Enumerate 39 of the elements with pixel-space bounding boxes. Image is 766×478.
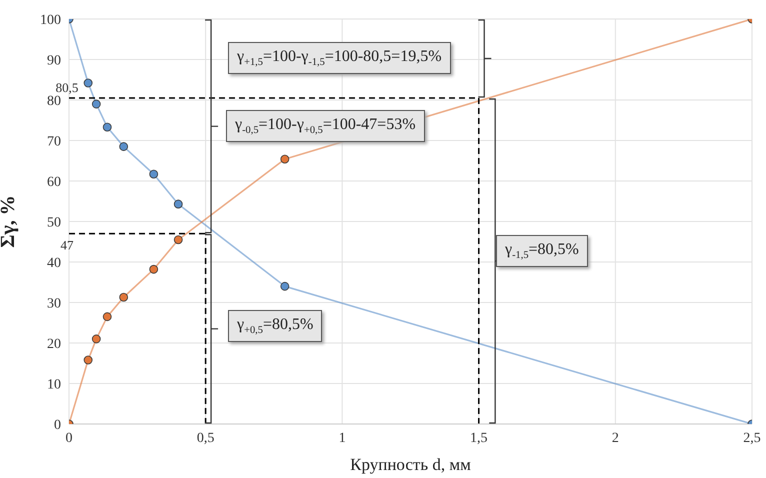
- y-tick-label: 80: [47, 94, 61, 109]
- x-tick-label: 1: [338, 430, 346, 446]
- ref-line-label: 47: [60, 238, 74, 253]
- annotation: γ$_{-0,5}$=100-γ$_{+0,5}$=100-47=53%: [235, 116, 416, 136]
- point: [102, 312, 112, 322]
- x-tick-label: 0: [66, 430, 72, 446]
- point: [174, 200, 183, 208]
- x-axis-title: Крупность d, мм: [350, 455, 472, 474]
- x-tick-label: 2,5: [743, 430, 761, 446]
- point: [149, 264, 158, 274]
- y-tick-label: 60: [47, 174, 61, 190]
- y-tick-label: 50: [47, 215, 61, 230]
- annotation: γ$_{-1,5}$=80,5%: [505, 241, 579, 262]
- x-tick-label: 0,5: [196, 430, 214, 446]
- annotation: γ$_{+0,5}$=80,5%: [237, 316, 314, 336]
- point: [119, 142, 128, 151]
- y-tick-label: 10: [47, 377, 61, 392]
- annotation: γ$_{+1,5}$=100-γ$_{-1,5}$=100-80,5=19,5%: [237, 48, 442, 68]
- y-tick-label: 90: [47, 53, 61, 68]
- point: [280, 154, 290, 164]
- y-tick-label: 100: [40, 12, 61, 28]
- x-tick-label: 2: [612, 430, 619, 446]
- x-tick-label: 1,5: [470, 430, 488, 446]
- point: [174, 235, 183, 244]
- point: [92, 100, 101, 108]
- ref-line-label: 80,5: [56, 80, 78, 95]
- y-tick-label: 70: [47, 134, 61, 150]
- point: [149, 170, 158, 179]
- y-tick-label: 30: [47, 296, 61, 312]
- y-tick-label: 40: [47, 256, 61, 271]
- point: [280, 282, 290, 291]
- y-axis-title: Σγ, %: [0, 195, 20, 248]
- point: [84, 78, 93, 88]
- y-tick-label: 0: [54, 418, 61, 433]
- point: [102, 122, 112, 132]
- point: [119, 292, 128, 302]
- y-tick-label: 20: [47, 336, 61, 352]
- point: [84, 356, 93, 364]
- point: [92, 334, 101, 344]
